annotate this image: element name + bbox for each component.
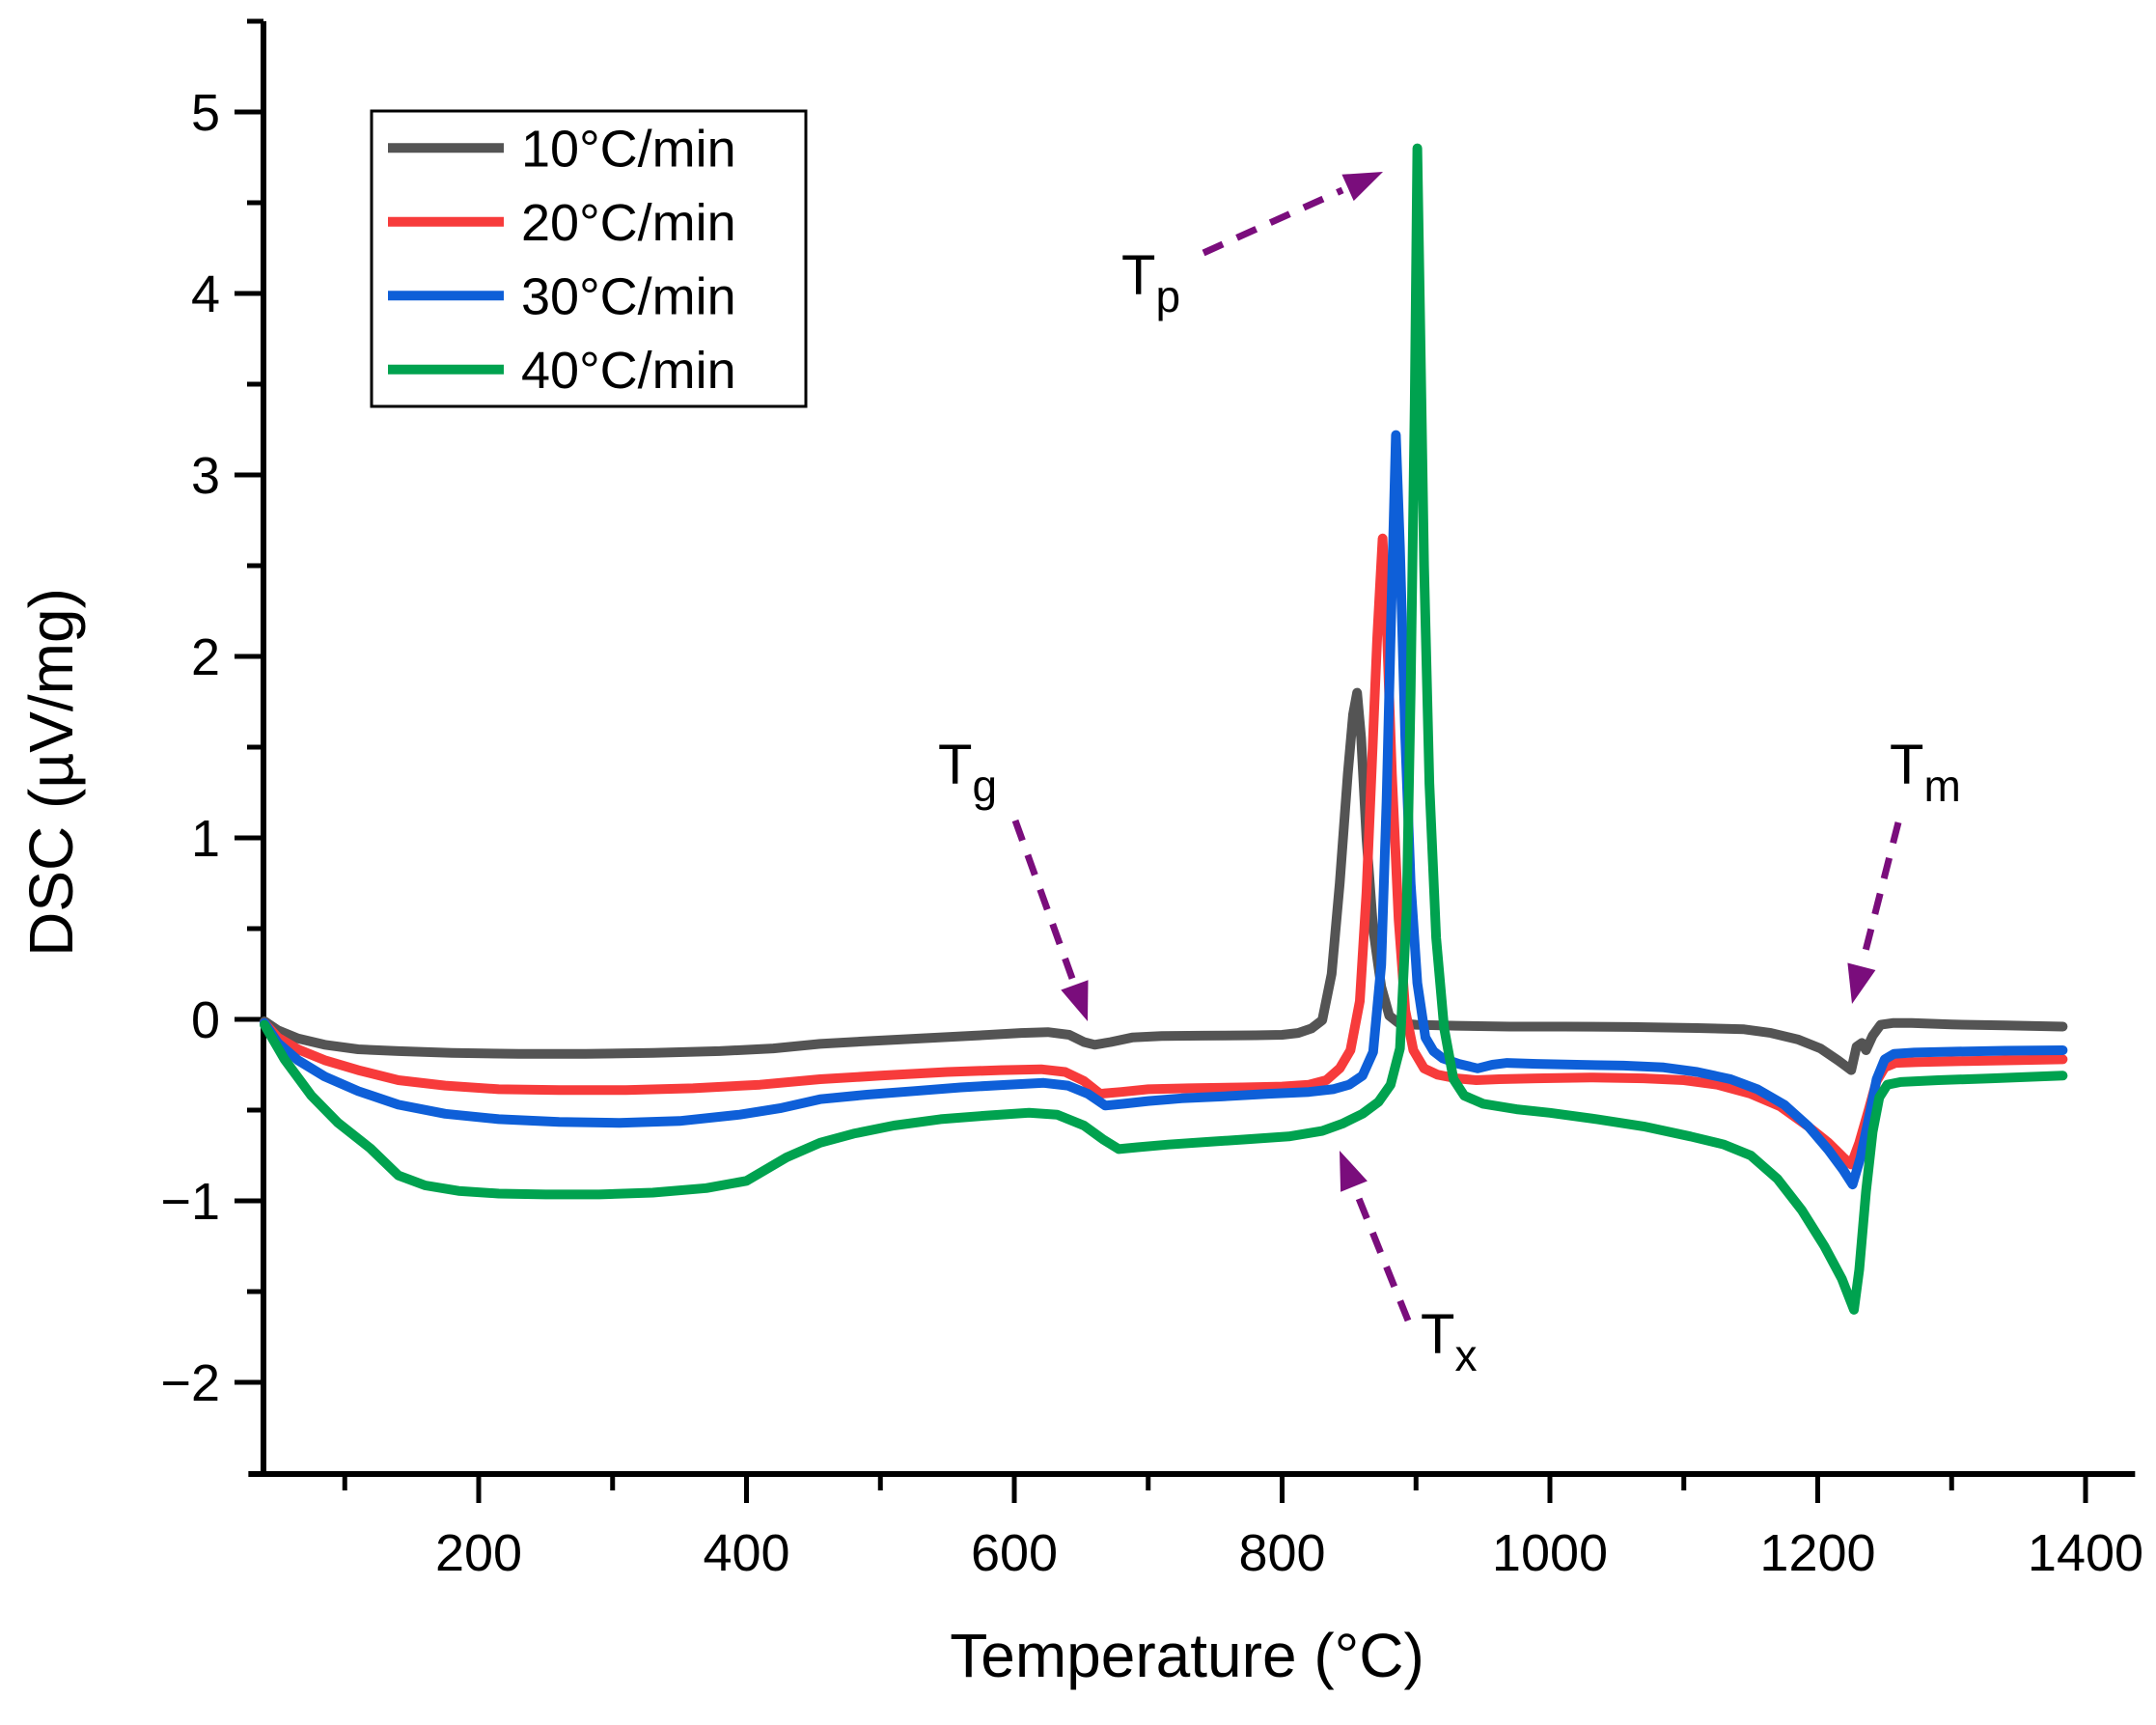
y-tick-label: 3 <box>191 447 220 505</box>
annotations: Tg Tp Tx Tm <box>938 172 1961 1380</box>
x-tick-label: 1000 <box>1492 1524 1608 1582</box>
tx-arrowhead-icon <box>1340 1151 1368 1192</box>
tp-label: Tp <box>1121 244 1180 321</box>
x-tick-label: 800 <box>1238 1524 1325 1582</box>
y-tick-label: −2 <box>160 1354 220 1412</box>
legend-label-30cmin: 30°C/min <box>521 267 736 325</box>
curve-30cmin <box>260 430 2068 1190</box>
tg-arrowhead-icon <box>1061 980 1089 1021</box>
x-tick-label: 400 <box>703 1524 789 1582</box>
x-tick-label: 600 <box>971 1524 1058 1582</box>
y-tick-label: 4 <box>191 265 220 323</box>
legend: 10°C/min 20°C/min 30°C/min 40°C/min <box>370 109 808 408</box>
tm-arrowhead-icon <box>1847 962 1876 1004</box>
curve-10cmin <box>260 687 2068 1075</box>
tm-label: Tm <box>1890 734 1961 811</box>
curve-40cmin <box>260 143 2068 1315</box>
legend-label-40cmin: 40°C/min <box>521 342 736 400</box>
curve-20cmin <box>260 533 2068 1170</box>
y-tick-label: 0 <box>191 991 220 1049</box>
legend-label-20cmin: 20°C/min <box>521 194 736 252</box>
y-tick-label: 2 <box>191 628 220 686</box>
tg-arrow-line <box>1011 819 1076 981</box>
tm-arrow-line <box>1859 821 1902 962</box>
x-tick-label: 1200 <box>1759 1524 1875 1582</box>
tp-arrowhead-icon <box>1341 172 1383 202</box>
axis-ticks <box>235 18 2088 1503</box>
tx-arrow-line <box>1352 1190 1412 1322</box>
x-tick-label: 200 <box>435 1524 522 1582</box>
tp-arrow-line <box>1202 186 1344 257</box>
legend-label-10cmin: 10°C/min <box>521 120 736 178</box>
y-tick-label: 5 <box>191 84 220 142</box>
x-tick-label: 1400 <box>2028 1524 2143 1582</box>
data-curves <box>260 143 2068 1315</box>
y-tick-label: 1 <box>191 810 220 868</box>
legend-box <box>370 109 808 408</box>
axis-tick-labels: 200 400 600 800 1000 1200 1400 5 4 3 2 1 0 −1 −2 <box>160 84 2143 1582</box>
x-axis-title: Temperature (°C) <box>950 1621 1424 1690</box>
y-tick-label: −1 <box>160 1173 220 1231</box>
y-axis-title: DSC (µV/mg) <box>16 588 86 957</box>
tg-label: Tg <box>938 734 997 811</box>
tx-label: Tx <box>1421 1303 1477 1380</box>
